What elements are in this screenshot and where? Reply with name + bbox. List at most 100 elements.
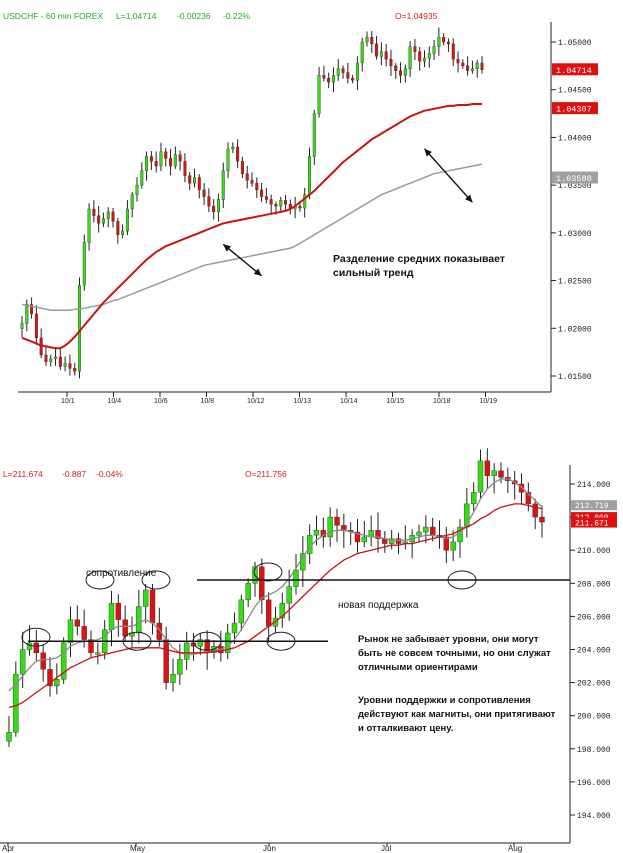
candle-down xyxy=(245,173,249,181)
chart2-header-pct: -0.04% xyxy=(96,469,123,479)
candle-down xyxy=(115,602,122,620)
candle-down xyxy=(236,146,240,162)
resistance-label-bg xyxy=(80,560,197,584)
chart1-header-change: -0.00236 xyxy=(177,11,211,21)
sma-short-gray-line xyxy=(8,478,543,692)
candle-up xyxy=(145,156,149,172)
candle-down xyxy=(149,156,153,162)
candle-down xyxy=(163,639,169,683)
candle-down xyxy=(169,158,173,167)
candle-down xyxy=(354,531,361,543)
candle-up xyxy=(224,632,231,654)
x-tick-label: May xyxy=(130,844,145,853)
y-tick-label: 194.000 xyxy=(577,812,611,821)
price-label-text: 1.04307 xyxy=(556,105,592,115)
y-tick-label: 204.000 xyxy=(577,647,611,656)
x-tick-label: 10/1 xyxy=(61,398,75,405)
candle-up xyxy=(226,148,230,172)
x-tick-label: 10/8 xyxy=(201,398,215,405)
candle-up xyxy=(231,622,238,634)
candle-down xyxy=(183,161,187,176)
x-tick-label: 10/12 xyxy=(247,398,265,405)
candle-down xyxy=(399,70,403,76)
candle-down xyxy=(484,460,491,476)
candle-up xyxy=(313,530,320,536)
candle-down xyxy=(269,199,273,205)
candle-down xyxy=(68,363,72,369)
candle-up xyxy=(221,170,225,200)
candle-down xyxy=(284,200,288,205)
candle-down xyxy=(413,46,417,52)
y-tick-label: 1.03000 xyxy=(558,230,592,239)
candle-up xyxy=(327,516,333,538)
candle-down xyxy=(260,189,264,197)
candle-up xyxy=(361,536,368,543)
chart1-header-pct: -0.22% xyxy=(223,11,250,21)
candle-down xyxy=(443,536,450,551)
candle-down xyxy=(164,151,168,159)
candle-up xyxy=(360,41,364,64)
chart1-annotation-line2: сильный тренд xyxy=(333,267,414,279)
touch-point-circle xyxy=(85,570,115,590)
candle-up xyxy=(49,358,53,362)
chart1-header-open: O=1.04935 xyxy=(395,11,438,21)
candle-up xyxy=(25,304,29,324)
candle-up xyxy=(293,569,299,587)
candle-up xyxy=(101,218,105,224)
y-tick-label: 1.01500 xyxy=(558,373,592,382)
candle-up xyxy=(355,62,359,81)
candle-down xyxy=(30,304,34,315)
y-tick-label: 1.02500 xyxy=(558,278,592,287)
candle-up xyxy=(437,37,441,47)
candle-up xyxy=(95,652,101,655)
candle-up xyxy=(13,674,19,733)
candle-up xyxy=(450,541,456,551)
candle-down xyxy=(375,43,379,57)
candle-down xyxy=(498,470,504,478)
candle-down xyxy=(395,538,402,544)
candle-up xyxy=(173,154,177,167)
candle-down xyxy=(149,589,156,624)
candle-down xyxy=(466,65,470,71)
chart1-background xyxy=(0,0,623,405)
price-label-box xyxy=(571,512,617,523)
sma-long-red-line xyxy=(8,503,543,709)
note2-line3: и отталкивают цену. xyxy=(358,723,453,734)
candle-up xyxy=(216,199,220,213)
candle-down xyxy=(351,78,355,81)
candle-up xyxy=(470,68,474,71)
candle-up xyxy=(121,230,125,235)
y-tick-label: 208.000 xyxy=(577,580,611,589)
candle-down xyxy=(327,78,331,83)
x-tick-label: Jun xyxy=(263,844,276,853)
candle-up xyxy=(170,674,176,683)
y-tick-label: 1.03500 xyxy=(558,182,592,191)
x-tick-label: 10/6 xyxy=(154,398,168,405)
x-tick-label: Aug xyxy=(508,844,522,853)
candle-down xyxy=(389,58,393,67)
candle-down xyxy=(92,208,96,216)
candle-up xyxy=(477,460,484,493)
candle-down xyxy=(33,642,40,654)
chart1-header-symbol: USDCHF - 60 min FOREX xyxy=(3,11,103,21)
candle-up xyxy=(331,75,335,83)
y-tick-label: 202.000 xyxy=(577,680,611,689)
chart2-header-open: O=211.756 xyxy=(245,469,287,479)
candle-down xyxy=(240,161,244,174)
candle-up xyxy=(63,363,67,367)
candle-down xyxy=(334,516,340,526)
candle-up xyxy=(6,732,12,742)
price-label-box xyxy=(552,171,598,184)
arrow-head xyxy=(253,268,262,276)
candle-up xyxy=(279,200,283,207)
candle-down xyxy=(81,626,87,640)
resistance-label: сопротивление xyxy=(86,568,157,579)
candle-down xyxy=(525,492,532,505)
candle-down xyxy=(456,58,460,64)
candle-up xyxy=(60,642,67,680)
candle-up xyxy=(388,538,395,544)
candle-down xyxy=(188,175,192,184)
candle-down xyxy=(341,525,347,531)
candle-up xyxy=(416,531,422,536)
price-label-text: 1.04714 xyxy=(556,66,592,76)
